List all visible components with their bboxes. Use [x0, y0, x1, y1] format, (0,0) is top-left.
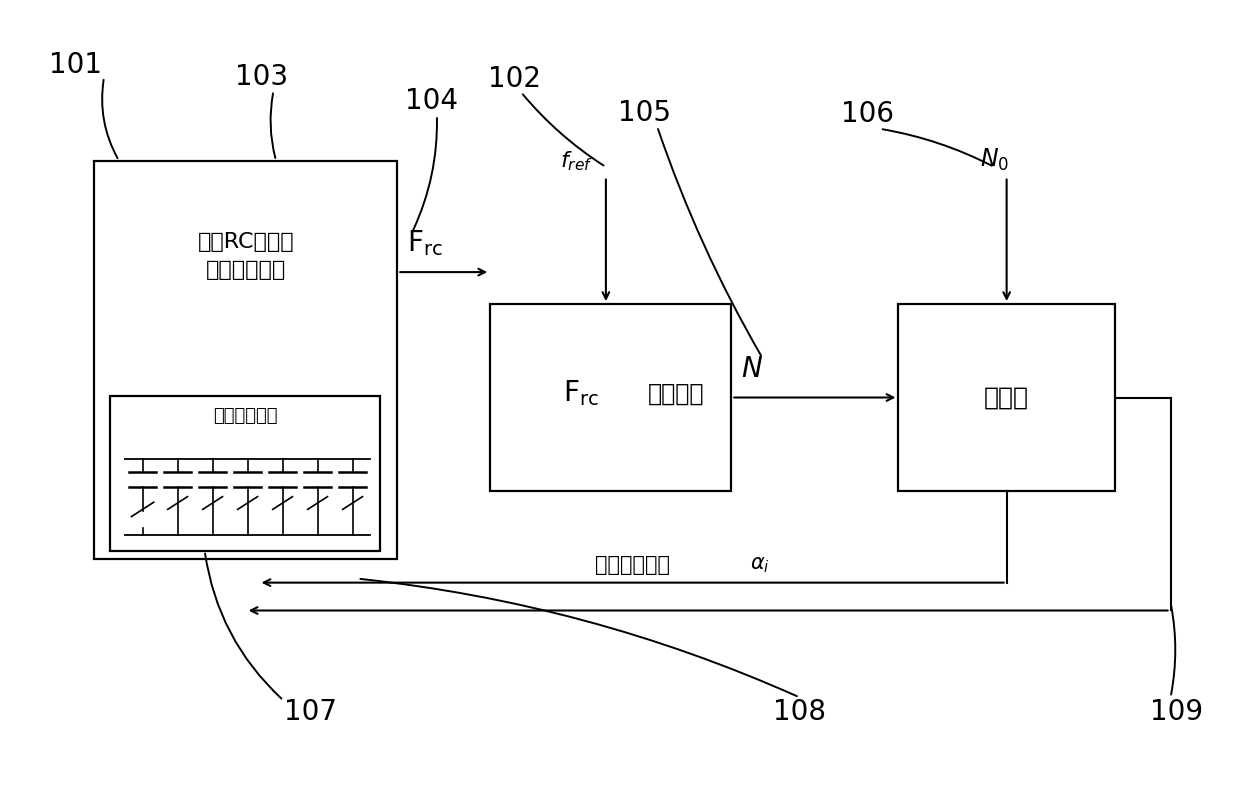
Text: 测量模块: 测量模块	[647, 382, 704, 406]
Text: 107: 107	[284, 698, 337, 725]
Bar	[110, 396, 379, 551]
FancyArrowPatch shape	[102, 80, 118, 158]
Text: N: N	[742, 356, 763, 384]
FancyArrowPatch shape	[413, 118, 436, 230]
Text: $\mathregular{F_{rc}}$: $\mathregular{F_{rc}}$	[563, 379, 599, 408]
FancyArrowPatch shape	[883, 129, 992, 165]
FancyArrowPatch shape	[1171, 606, 1176, 694]
FancyArrowPatch shape	[658, 129, 761, 356]
FancyArrowPatch shape	[270, 93, 275, 158]
Bar	[490, 304, 732, 491]
Text: $\alpha_i$: $\alpha_i$	[750, 555, 770, 575]
Text: 104: 104	[405, 87, 459, 115]
Text: 译码器: 译码器	[985, 385, 1029, 410]
Text: 108: 108	[773, 698, 826, 725]
Text: $\mathregular{F_{rc}}$: $\mathregular{F_{rc}}$	[407, 228, 443, 258]
Text: $N_0$: $N_0$	[980, 146, 1009, 173]
FancyArrowPatch shape	[205, 554, 281, 698]
Text: 有源RC（电阻
电容）滤波器: 有源RC（电阻 电容）滤波器	[197, 233, 294, 280]
Bar	[94, 161, 397, 559]
Text: 101: 101	[50, 51, 102, 79]
FancyArrowPatch shape	[361, 579, 797, 696]
Text: 106: 106	[841, 101, 894, 129]
Text: 102: 102	[489, 65, 542, 93]
Text: 109: 109	[1151, 698, 1203, 725]
FancyArrowPatch shape	[523, 94, 604, 165]
Text: 103: 103	[234, 63, 288, 91]
Text: 开关电容阵列: 开关电容阵列	[213, 407, 278, 425]
Text: 105: 105	[619, 99, 671, 127]
Text: $f_{ref}$: $f_{ref}$	[560, 149, 594, 173]
Bar	[898, 304, 1115, 491]
Text: 电容阵列控制: 电容阵列控制	[595, 555, 670, 575]
